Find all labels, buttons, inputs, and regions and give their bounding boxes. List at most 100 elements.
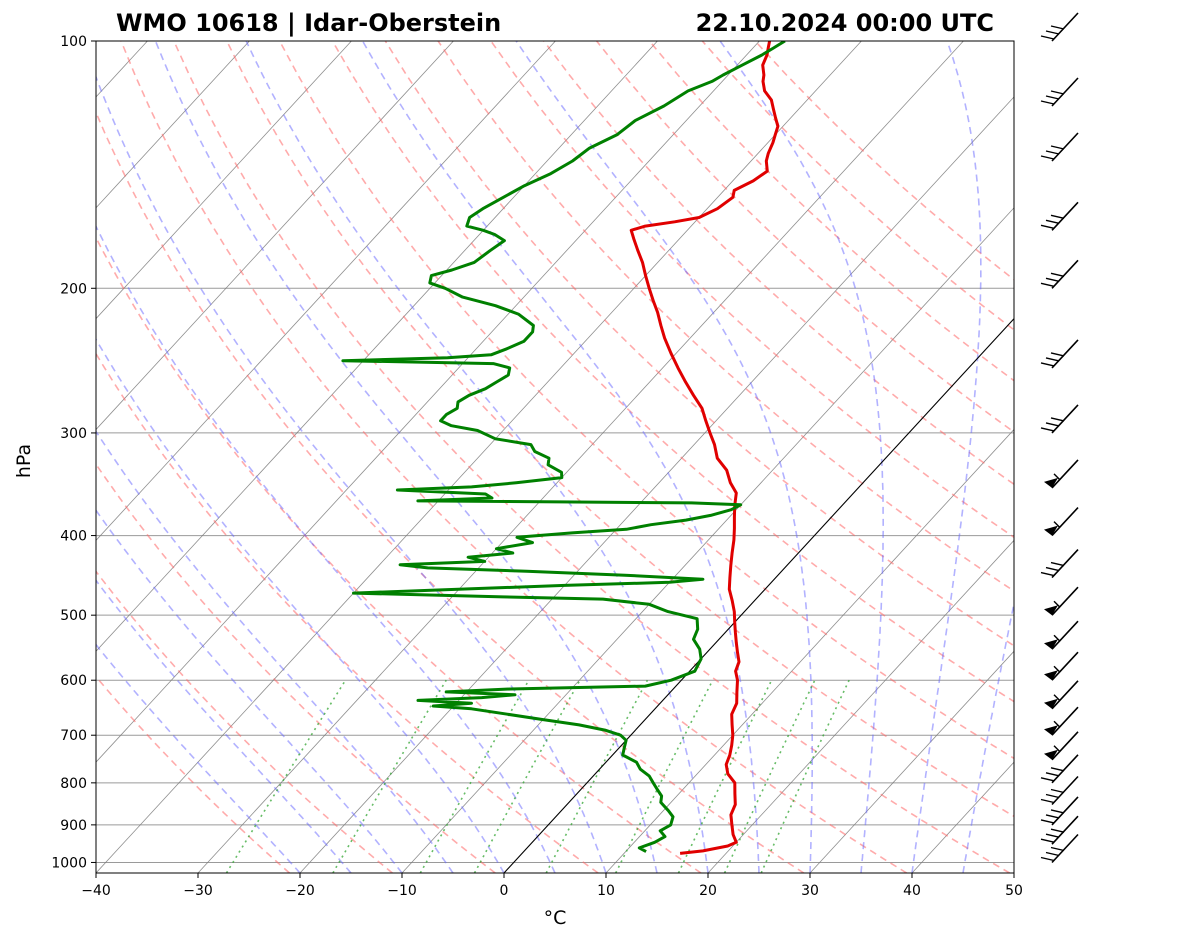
x-tick-label: −20 — [285, 883, 315, 899]
mixing-ratio-line — [723, 679, 816, 873]
y-tick-label: 100 — [60, 34, 87, 50]
wind-barb-pennant — [1044, 725, 1058, 736]
mixing-ratio-line — [677, 679, 773, 873]
wind-barb-staff — [1051, 796, 1079, 826]
wind-barb-pennant — [1044, 698, 1058, 709]
wind-barb-flag — [1050, 828, 1065, 833]
wind-barb-staff — [1051, 77, 1079, 107]
wind-barb-staff — [1051, 706, 1079, 736]
y-tick-label: 400 — [60, 529, 87, 545]
dry-adiabat-line — [543, 41, 1014, 486]
temperature-profile-line — [629, 41, 780, 855]
wind-barb-pennant — [1044, 605, 1058, 616]
wind-barb-flag — [1050, 25, 1065, 30]
wind-barb — [1040, 833, 1079, 864]
y-tick-label: 700 — [60, 728, 87, 744]
wind-barb-flag — [1045, 422, 1060, 427]
mixing-ratio-line — [225, 679, 347, 873]
dry-adiabat-line — [278, 41, 1014, 760]
moist-adiabat-line — [361, 41, 760, 873]
wind-barb-staff — [1051, 549, 1079, 579]
y-tick-label: 500 — [60, 608, 87, 624]
wind-barb-flag — [1045, 30, 1060, 35]
wind-barb-staff — [1051, 680, 1079, 710]
wind-barb-staff — [1051, 620, 1079, 650]
wind-barb-staff — [1051, 339, 1079, 369]
wind-barb-flag — [1040, 35, 1055, 40]
wind-barb — [1040, 339, 1079, 369]
wind-barb-flag — [1050, 417, 1065, 422]
isotherm-line — [401, 207, 1014, 873]
dewpoint-profile-line — [341, 41, 786, 853]
chart-title-station: WMO 10618 | Idar-Oberstein — [116, 9, 501, 37]
wind-barb-flag — [1053, 600, 1061, 608]
dry-adiabat-line — [96, 110, 805, 873]
wind-barb-flag — [1053, 745, 1061, 753]
wind-barb — [1040, 549, 1079, 579]
wind-barb — [1040, 12, 1079, 42]
wind-barb-flag — [1053, 521, 1061, 529]
wind-barb-flag — [1050, 561, 1065, 567]
wind-barb — [1040, 815, 1079, 845]
wind-barb-staff — [1051, 815, 1079, 845]
wind-barb-flag — [1045, 814, 1060, 819]
moist-adiabat-line — [96, 74, 607, 873]
moist-adiabat-line — [96, 429, 454, 873]
dry-adiabat-line — [648, 41, 1014, 382]
wind-barb-flag — [1045, 95, 1060, 100]
wind-barb — [1044, 680, 1079, 710]
dry-adiabat-line — [96, 352, 599, 873]
wind-barb — [1040, 259, 1079, 289]
wind-barb-flag — [1040, 838, 1055, 843]
y-tick-label: 900 — [60, 818, 87, 834]
x-tick-label: 10 — [597, 883, 615, 899]
moist-adiabats — [96, 41, 1014, 873]
wind-barb-flag — [1050, 767, 1065, 772]
wind-barb-pennant — [1044, 477, 1058, 488]
wind-barb-flag — [1040, 571, 1055, 577]
wind-barb — [1044, 706, 1079, 736]
wind-barb-flag — [1040, 819, 1055, 824]
wind-barb-flag — [1040, 100, 1055, 105]
moist-adiabat-line — [962, 599, 1014, 873]
wind-barb-flag — [1040, 155, 1055, 160]
y-tick-label: 200 — [60, 281, 87, 297]
wind-barb — [1040, 132, 1079, 162]
pressure-grid — [96, 287, 1014, 863]
isotherm-line — [96, 41, 250, 209]
wind-barbs — [1040, 12, 1079, 864]
x-tick-label: −30 — [183, 883, 213, 899]
isotherm-line — [96, 41, 760, 763]
y-tick-label: 1000 — [51, 855, 87, 871]
y-tick-label: 800 — [60, 776, 87, 792]
wind-barb-staff — [1051, 754, 1079, 784]
wind-barb-flag — [1045, 833, 1060, 838]
wind-barb-flag — [1050, 90, 1065, 95]
wind-barb-flag — [1053, 665, 1061, 673]
wind-barb-flag — [1050, 809, 1065, 814]
wind-barb-flag — [1040, 362, 1055, 367]
moist-adiabat-line — [96, 643, 301, 873]
moist-adiabat-line — [911, 41, 982, 873]
isotherm-line — [96, 41, 862, 873]
wind-barb-flag — [1045, 772, 1060, 777]
x-axis-label: °C — [544, 907, 567, 929]
x-tick-label: −10 — [387, 883, 417, 899]
wind-barb — [1040, 775, 1079, 806]
wind-barb-flag — [1053, 634, 1061, 642]
wind-barb-staff — [1051, 404, 1079, 434]
wind-barb-flag — [1045, 566, 1060, 572]
dry-adiabat-line — [437, 41, 1014, 593]
wind-barb-flag — [1050, 145, 1065, 150]
wind-barb-staff — [1051, 132, 1079, 162]
wind-barb — [1040, 404, 1079, 434]
moist-adiabat-line — [515, 41, 814, 873]
dry-adiabat-line — [120, 41, 908, 873]
wind-barb-flag — [1045, 277, 1060, 282]
wind-barb-flag — [1050, 272, 1065, 277]
y-axis-ticks: 1000 900 800 700 600 500 400 300 200 100 — [51, 34, 96, 871]
y-axis-label: hPa — [13, 444, 35, 478]
wind-barb-flag — [1045, 150, 1060, 155]
wind-barb-flag — [1050, 846, 1065, 852]
